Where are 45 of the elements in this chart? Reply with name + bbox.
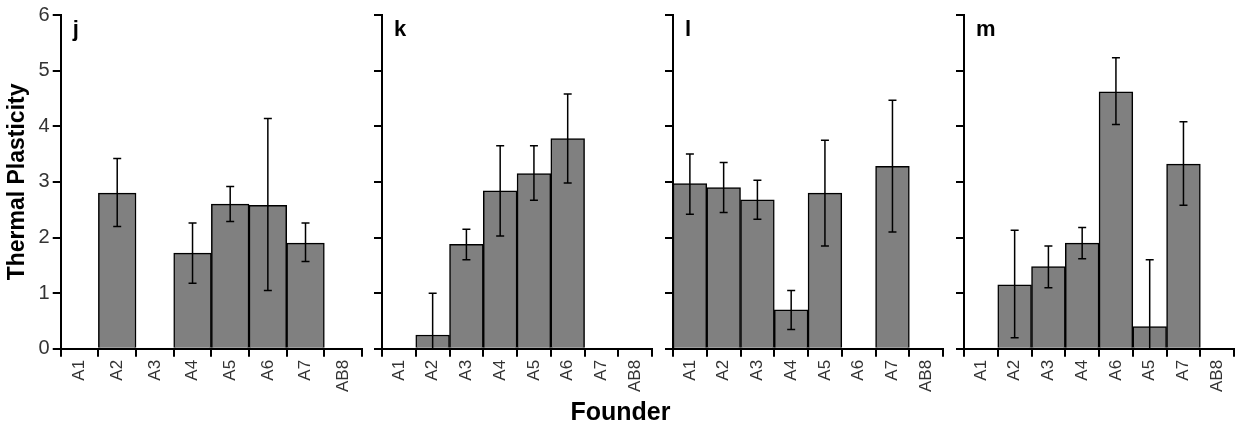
x-tick-label: A4 — [780, 359, 800, 381]
x-tick-label: A2 — [422, 359, 442, 381]
x-tick-label: A2 — [1004, 359, 1024, 381]
x-tick-label: A7 — [882, 359, 902, 381]
x-tick-label: AB8 — [624, 359, 644, 393]
y-tick-label: 0 — [38, 336, 50, 359]
chart-title: k — [394, 16, 407, 42]
x-tick-label: A1 — [69, 359, 89, 381]
y-tick-label: 4 — [38, 113, 50, 136]
x-tick-label: A3 — [747, 359, 767, 381]
x-tick-label: A4 — [182, 359, 202, 381]
y-tick-label: 1 — [38, 280, 50, 303]
x-tick-label: A6 — [848, 359, 868, 381]
x-tick-label: AB8 — [1206, 359, 1226, 393]
x-tick-label: A1 — [388, 359, 408, 381]
x-tick-label: A5 — [219, 359, 239, 381]
x-tick-label: A5 — [814, 359, 834, 381]
x-tick-label: AB8 — [332, 359, 352, 393]
x-tick-label: A3 — [1038, 359, 1058, 381]
x-tick-label: A7 — [591, 359, 611, 381]
x-tick-label: A6 — [1105, 359, 1125, 381]
x-tick-label: A4 — [1071, 359, 1091, 381]
chart-title: m — [976, 16, 996, 42]
x-axis-title: Founder — [569, 397, 672, 426]
x-tick-label: A7 — [1173, 359, 1193, 381]
x-tick-label: A2 — [106, 359, 126, 381]
y-tick-label: 2 — [38, 225, 50, 248]
x-tick-label: A6 — [257, 359, 277, 381]
x-tick-label: AB8 — [915, 359, 935, 393]
x-tick-label: A7 — [295, 359, 315, 381]
x-tick-label: A5 — [1139, 359, 1159, 381]
y-axis-title: Thermal Plasticity — [3, 83, 30, 281]
x-tick-label: A1 — [679, 359, 699, 381]
x-tick-label: A2 — [713, 359, 733, 381]
y-tick-label: 6 — [38, 2, 50, 25]
x-tick-label: A4 — [489, 359, 509, 381]
chart-title: j — [71, 16, 79, 42]
x-tick-label: A6 — [557, 359, 577, 381]
x-tick-label: A3 — [144, 359, 164, 381]
x-tick-label: A3 — [456, 359, 476, 381]
y-tick-label: 3 — [38, 169, 50, 192]
chart-title: l — [685, 16, 692, 42]
y-tick-label: 5 — [38, 58, 50, 81]
x-tick-label: A5 — [523, 359, 543, 381]
x-tick-label: A1 — [970, 359, 990, 381]
